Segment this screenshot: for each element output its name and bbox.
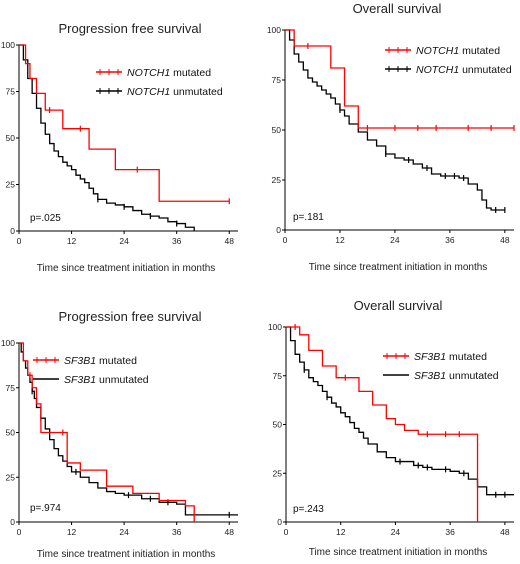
x-tick-label: 48 bbox=[225, 527, 235, 537]
legend-entry: NOTCH1 mutated bbox=[127, 67, 211, 79]
legend-status: mutated bbox=[446, 351, 487, 363]
y-tick-label: 100 bbox=[1, 338, 15, 348]
y-tick-label: 50 bbox=[272, 125, 282, 135]
x-tick-label: 36 bbox=[172, 236, 182, 246]
y-tick-label: 25 bbox=[6, 180, 16, 190]
legend-gene: SF3B1 bbox=[414, 370, 446, 382]
legend-entry: SF3B1 unmutated bbox=[414, 370, 499, 382]
legend-status: unmutated bbox=[446, 370, 499, 382]
legend-entry: NOTCH1 unmutated bbox=[127, 86, 223, 98]
km-panel-1: Progression free survival 0 25 50 75 100 0 12 24… bbox=[1, 21, 238, 274]
km-curve-unmutated bbox=[285, 29, 505, 211]
y-tick-label: 25 bbox=[272, 175, 282, 185]
x-tick-label: 12 bbox=[67, 236, 77, 246]
y-tick-label: 0 bbox=[277, 517, 282, 527]
x-tick-label: 0 bbox=[283, 235, 288, 245]
x-tick-label: 36 bbox=[172, 527, 182, 537]
x-tick-label: 48 bbox=[500, 527, 510, 537]
x-tick-label: 24 bbox=[390, 235, 400, 245]
x-tick-label: 12 bbox=[67, 527, 77, 537]
axis-lines bbox=[284, 30, 514, 231]
y-tick-label: 75 bbox=[272, 75, 282, 85]
km-curve-mutated bbox=[19, 44, 230, 202]
x-axis-label: Time since treatment initiation in month… bbox=[37, 263, 216, 274]
y-tick-label: 0 bbox=[10, 226, 15, 236]
legend-gene: SF3B1 bbox=[64, 374, 96, 386]
legend-entry: SF3B1 mutated bbox=[64, 355, 137, 367]
legend-status: unmutated bbox=[170, 86, 223, 98]
km-curve-unmutated bbox=[286, 326, 514, 496]
y-tick-label: 25 bbox=[6, 472, 16, 482]
legend-gene: SF3B1 bbox=[64, 355, 96, 367]
p-value: p=.243 bbox=[293, 504, 324, 515]
chart-title: Progression free survival bbox=[58, 309, 201, 324]
legend-gene: SF3B1 bbox=[414, 351, 446, 363]
legend-status: unmutated bbox=[96, 374, 149, 386]
x-axis-label: Time since treatment initiation in month… bbox=[309, 262, 488, 273]
x-tick-label: 12 bbox=[336, 527, 346, 537]
y-tick-label: 50 bbox=[273, 420, 283, 430]
km-panel-2: Overall survival 0 25 50 75 100 0 12 24 36 48 Time … bbox=[267, 1, 515, 273]
legend-gene: NOTCH1 bbox=[127, 67, 170, 79]
km-curve-mutated bbox=[19, 342, 195, 522]
p-value: p=.025 bbox=[30, 213, 61, 224]
legend-entry: SF3B1 mutated bbox=[414, 351, 487, 363]
x-tick-label: 48 bbox=[225, 236, 235, 246]
x-tick-label: 0 bbox=[17, 236, 22, 246]
km-panel-3: Progression free survival 0 25 50 75 100 0 12 24… bbox=[1, 309, 238, 560]
y-tick-label: 100 bbox=[267, 25, 281, 35]
km-curve-unmutated bbox=[19, 342, 238, 516]
legend-status: mutated bbox=[459, 45, 500, 57]
legend-gene: NOTCH1 bbox=[416, 45, 459, 57]
legend-entry: NOTCH1 mutated bbox=[416, 45, 500, 57]
y-tick-label: 75 bbox=[6, 383, 16, 393]
legend-status: mutated bbox=[170, 67, 211, 79]
km-curve-mutated bbox=[286, 326, 479, 522]
x-tick-label: 24 bbox=[119, 527, 129, 537]
y-tick-label: 50 bbox=[6, 133, 16, 143]
y-tick-label: 50 bbox=[6, 428, 16, 438]
y-tick-label: 75 bbox=[273, 371, 283, 381]
y-tick-label: 25 bbox=[273, 468, 283, 478]
x-tick-label: 0 bbox=[17, 527, 22, 537]
p-value: p=.974 bbox=[30, 503, 61, 514]
y-tick-label: 100 bbox=[1, 40, 15, 50]
chart-title: Overall survival bbox=[353, 1, 442, 16]
legend-entry: SF3B1 unmutated bbox=[64, 374, 149, 386]
km-curve-mutated bbox=[285, 29, 514, 129]
x-axis-label: Time since treatment initiation in month… bbox=[37, 549, 216, 560]
y-tick-label: 0 bbox=[10, 517, 15, 527]
km-panel-4: Overall survival 0 25 50 75 100 0 12 24 36 48 Time … bbox=[268, 298, 514, 558]
km-curve-unmutated bbox=[19, 44, 195, 231]
legend-status: mutated bbox=[96, 355, 137, 367]
x-tick-label: 24 bbox=[119, 236, 129, 246]
legend-gene: NOTCH1 bbox=[416, 64, 459, 76]
legend-status: unmutated bbox=[459, 64, 512, 76]
chart-title: Overall survival bbox=[354, 298, 443, 313]
x-tick-label: 0 bbox=[284, 527, 289, 537]
x-tick-label: 36 bbox=[445, 235, 455, 245]
p-value: p=.181 bbox=[293, 212, 324, 223]
y-tick-label: 75 bbox=[6, 87, 16, 97]
x-axis-label: Time since treatment initiation in month… bbox=[309, 547, 488, 558]
legend-entry: NOTCH1 unmutated bbox=[416, 64, 512, 76]
chart-title: Progression free survival bbox=[58, 21, 201, 36]
y-tick-label: 0 bbox=[276, 225, 281, 235]
x-tick-label: 12 bbox=[335, 235, 345, 245]
legend-gene: NOTCH1 bbox=[127, 86, 170, 98]
y-tick-label: 100 bbox=[268, 322, 282, 332]
x-tick-label: 36 bbox=[445, 527, 455, 537]
x-tick-label: 48 bbox=[500, 235, 510, 245]
x-tick-label: 24 bbox=[391, 527, 401, 537]
